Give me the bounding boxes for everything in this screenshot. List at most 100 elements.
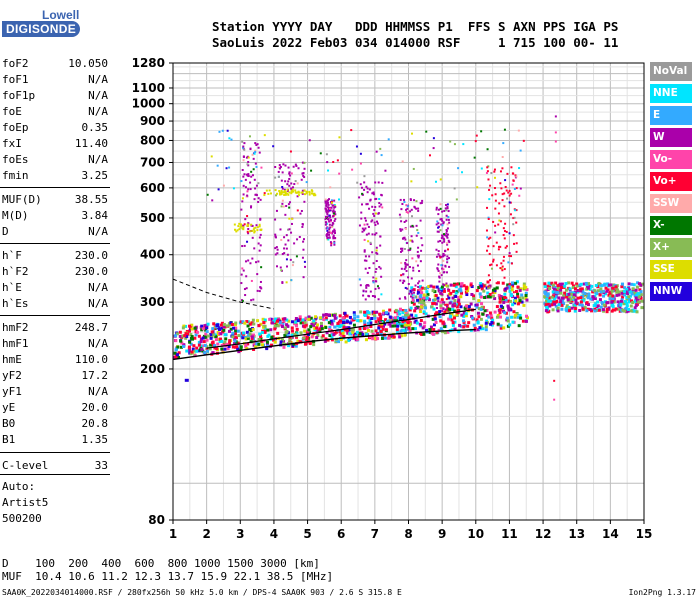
echo-point xyxy=(441,267,444,270)
echo-point xyxy=(416,254,419,257)
echo-point xyxy=(401,281,404,284)
echo-point xyxy=(204,328,208,332)
echo-point xyxy=(408,308,412,312)
echo-point xyxy=(381,206,384,209)
echo-point xyxy=(303,318,307,322)
echo-point xyxy=(235,342,239,346)
echo-point xyxy=(301,225,304,228)
echo-point xyxy=(453,299,457,303)
echo-point xyxy=(205,345,209,349)
echo-point xyxy=(373,316,377,320)
scaling-row: fxI 11.40 xyxy=(2,136,108,152)
echo-point xyxy=(405,259,408,262)
echo-point xyxy=(505,296,508,299)
echo-point xyxy=(332,210,335,213)
echo-point xyxy=(252,298,255,301)
echo-point xyxy=(640,306,644,310)
echo-point xyxy=(327,313,331,317)
echo-point xyxy=(241,169,244,172)
echo-point xyxy=(462,314,466,318)
echo-point xyxy=(244,186,247,189)
echo-point xyxy=(416,264,419,267)
echo-point xyxy=(608,291,612,295)
echo-point xyxy=(622,302,626,306)
echo-point xyxy=(308,190,311,193)
scaling-label: foF2 xyxy=(2,57,29,70)
echo-point xyxy=(436,267,439,270)
echo-point xyxy=(403,333,407,337)
echo-point xyxy=(325,235,328,238)
echo-point xyxy=(363,181,366,184)
echo-point xyxy=(325,221,328,224)
echo-point xyxy=(367,232,370,235)
legend-label: SSE xyxy=(653,263,675,275)
echo-point xyxy=(508,189,511,192)
echo-point xyxy=(458,323,462,327)
echo-point xyxy=(437,250,440,253)
echo-point xyxy=(370,335,374,339)
scaling-value: 17.2 xyxy=(81,369,109,382)
echo-point xyxy=(332,204,335,207)
echo-point xyxy=(305,190,308,193)
echo-point xyxy=(467,321,471,325)
echo-point xyxy=(632,291,636,295)
echo-point xyxy=(368,295,371,298)
echo-point xyxy=(368,318,372,322)
echo-point xyxy=(288,177,291,180)
echo-point xyxy=(388,315,392,319)
echo-point xyxy=(447,248,450,251)
echo-point xyxy=(512,179,515,182)
echo-point xyxy=(613,289,617,293)
echo-point xyxy=(381,334,385,338)
echo-point xyxy=(369,198,372,201)
scaling-row: foEp 0.35 xyxy=(2,120,108,136)
scaling-label: h`F xyxy=(2,249,22,262)
echo-point xyxy=(376,220,379,223)
echo-point xyxy=(490,323,494,327)
echo-point xyxy=(374,206,377,209)
echo-point xyxy=(370,317,374,321)
echo-point xyxy=(638,288,642,292)
echo-point xyxy=(409,225,412,228)
echo-point xyxy=(437,300,440,303)
echo-point xyxy=(445,230,448,233)
echo-point xyxy=(331,224,334,227)
echo-point xyxy=(515,280,519,284)
echo-point xyxy=(326,229,329,232)
echo-point xyxy=(422,296,426,300)
echo-point xyxy=(601,302,605,306)
echo-point xyxy=(491,318,495,322)
echo-point xyxy=(421,279,424,282)
echo-point xyxy=(399,229,402,232)
echo-point xyxy=(212,322,216,326)
echo-point xyxy=(514,281,518,285)
echo-point xyxy=(466,324,470,328)
echo-point xyxy=(405,204,408,207)
echo-point xyxy=(285,323,289,327)
echo-point xyxy=(215,324,219,328)
echo-point xyxy=(605,289,609,293)
echo-point xyxy=(292,165,295,168)
echo-point xyxy=(281,317,285,321)
echo-point xyxy=(403,221,406,224)
echo-point xyxy=(310,169,313,172)
echo-point xyxy=(409,247,412,250)
echo-point xyxy=(417,282,420,285)
echo-point xyxy=(473,326,477,330)
echo-point xyxy=(316,333,320,337)
echo-point xyxy=(256,273,259,276)
echo-point xyxy=(376,332,380,336)
echo-point xyxy=(193,336,197,340)
echo-point xyxy=(341,316,345,320)
echo-point xyxy=(272,145,275,148)
echo-point xyxy=(511,320,515,324)
echo-point xyxy=(422,332,426,336)
echo-point xyxy=(517,296,521,300)
echo-point xyxy=(420,237,423,240)
echo-point xyxy=(246,320,250,324)
echo-point xyxy=(632,283,636,287)
echo-point xyxy=(394,324,398,328)
echo-point xyxy=(180,341,184,345)
echo-point xyxy=(637,300,641,304)
echo-point xyxy=(312,343,316,347)
